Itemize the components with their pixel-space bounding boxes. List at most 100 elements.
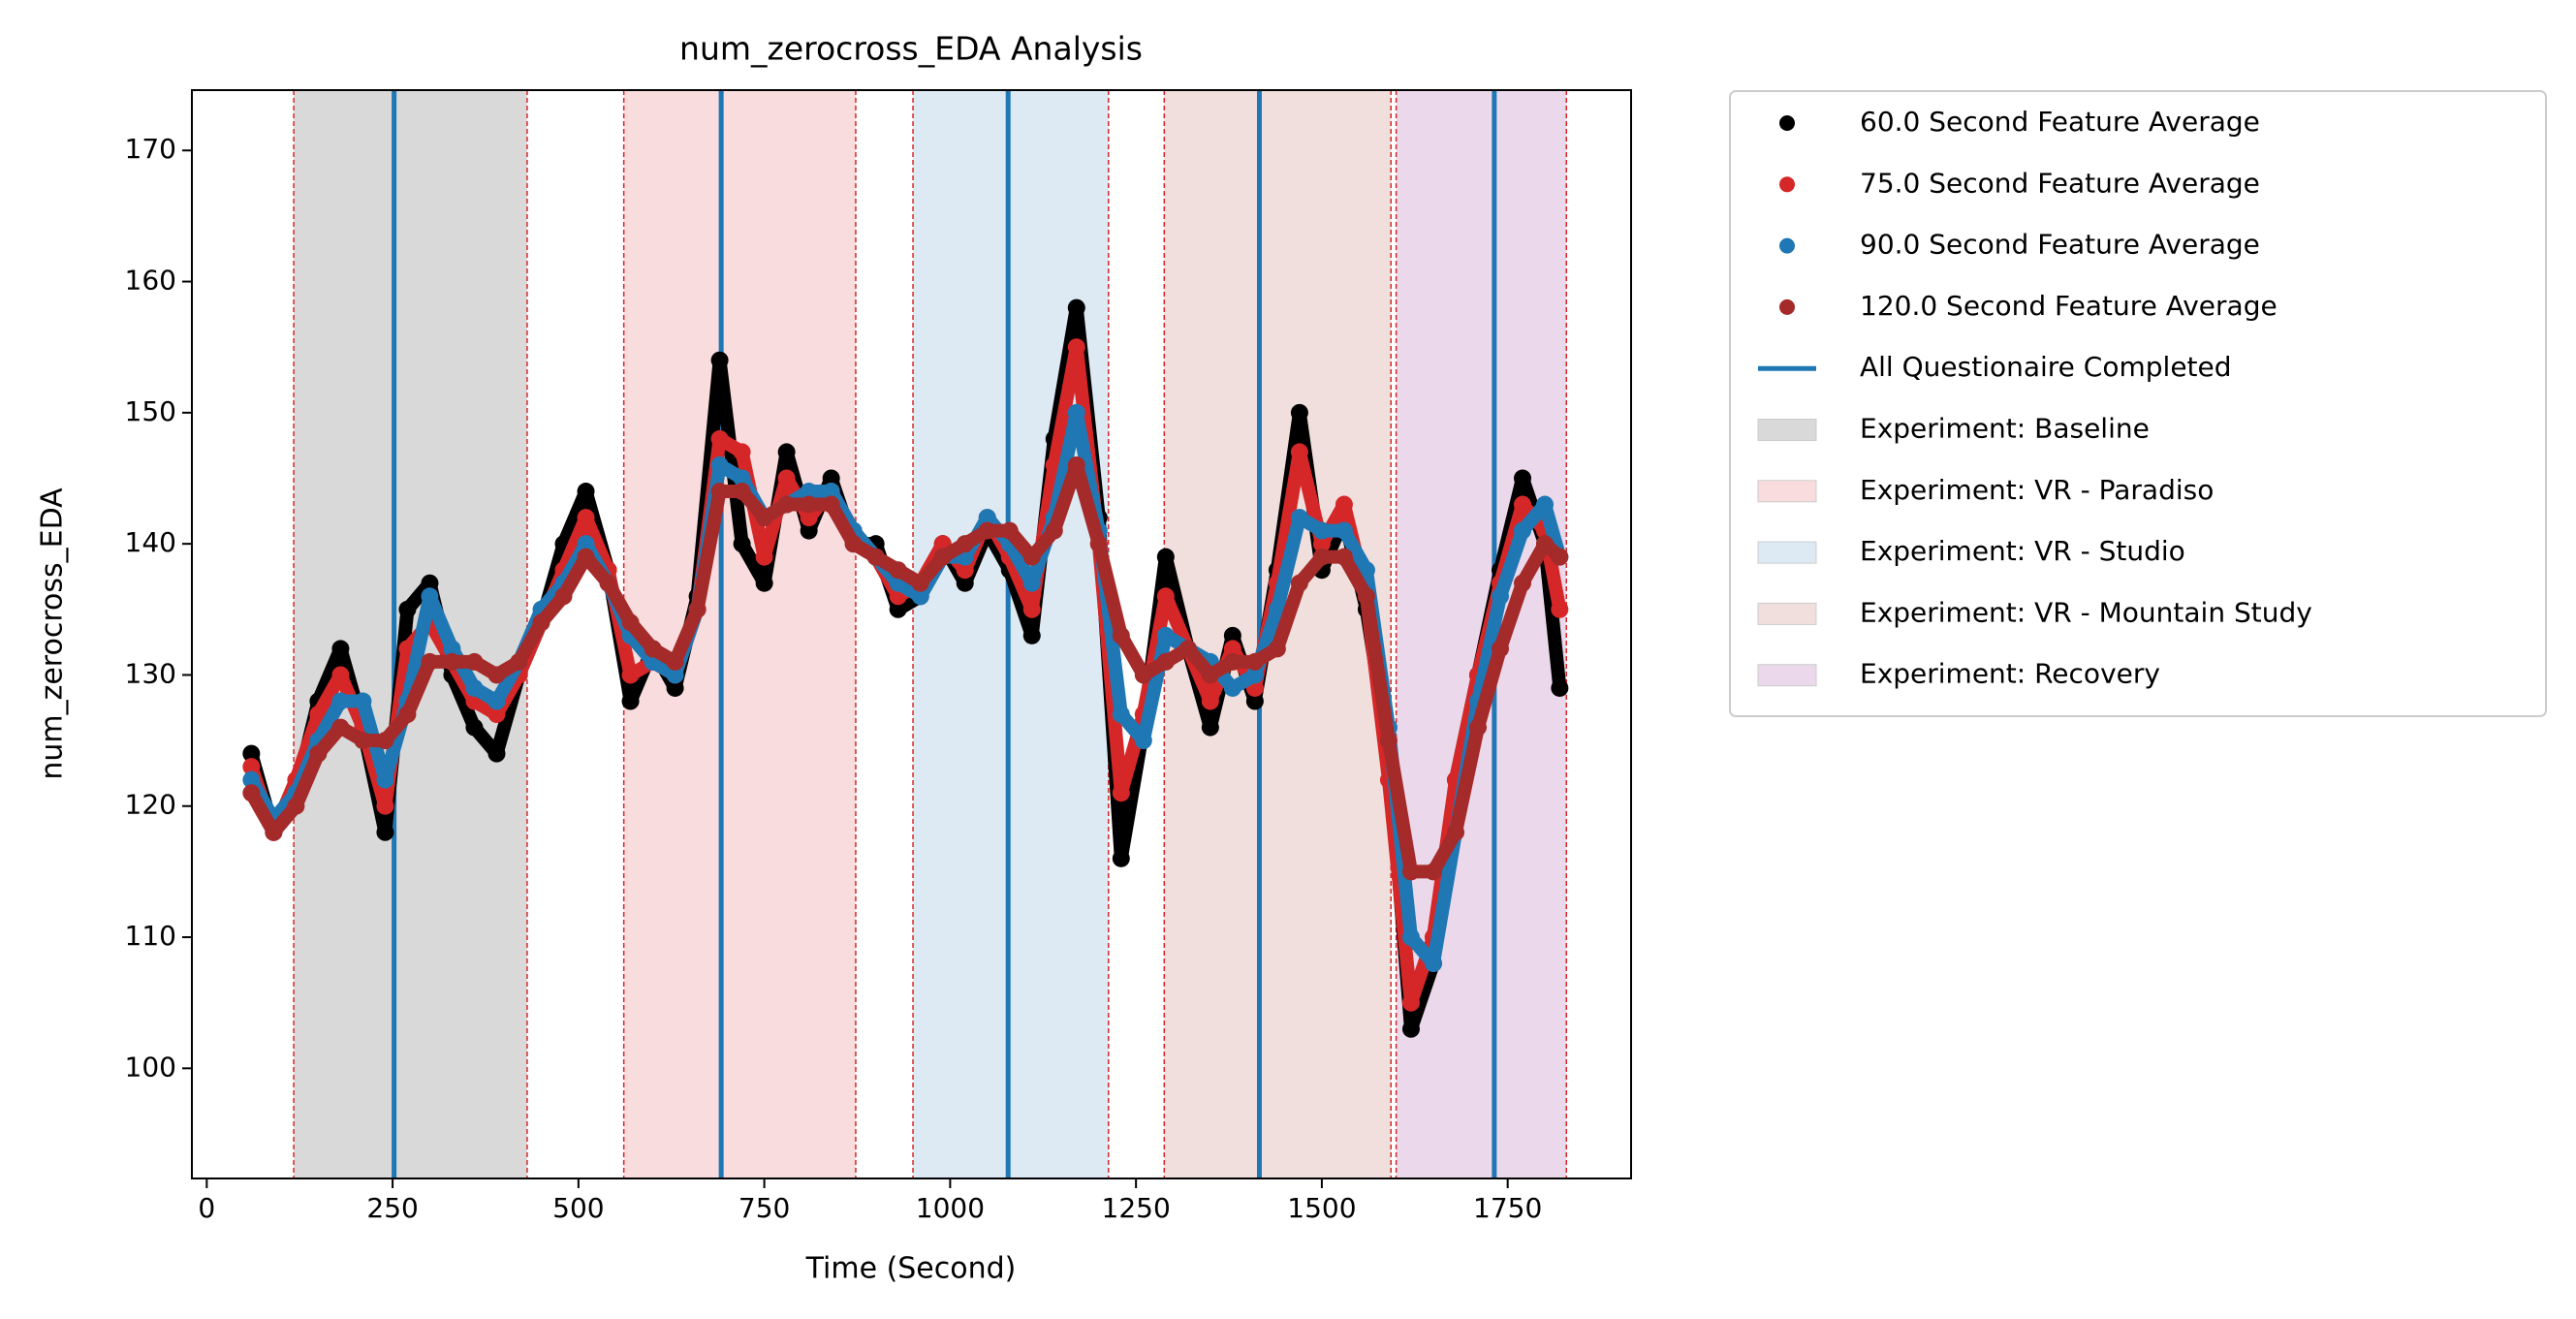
data-point	[777, 495, 796, 514]
data-point	[1401, 1020, 1420, 1038]
x-tick-label: 1250	[1102, 1192, 1171, 1224]
data-point	[1268, 640, 1286, 658]
data-point	[1089, 535, 1108, 553]
data-point	[421, 587, 439, 606]
data-point	[1312, 548, 1331, 566]
data-point	[354, 732, 372, 750]
data-point	[1201, 666, 1219, 684]
data-point	[800, 483, 818, 501]
data-point	[1022, 574, 1041, 592]
data-point	[822, 483, 840, 501]
data-point	[1492, 640, 1509, 658]
data-point	[1156, 587, 1175, 606]
data-point	[1379, 732, 1398, 750]
data-point	[1514, 574, 1532, 592]
data-point	[331, 692, 350, 710]
data-point	[889, 561, 907, 580]
data-point	[487, 666, 506, 684]
data-point	[621, 692, 640, 710]
data-point	[354, 692, 372, 710]
data-point	[911, 574, 929, 592]
data-point	[1201, 692, 1219, 710]
data-point	[1245, 652, 1264, 671]
data-point	[532, 613, 550, 632]
x-tick-label: 250	[366, 1192, 418, 1224]
y-tick-label: 160	[125, 265, 176, 297]
data-point	[956, 561, 974, 580]
data-point	[800, 509, 818, 527]
data-point	[1223, 626, 1241, 644]
data-point	[710, 429, 729, 448]
legend-box	[1729, 90, 2547, 717]
data-point	[265, 823, 283, 841]
data-point	[1401, 863, 1420, 881]
data-point	[1134, 732, 1152, 750]
data-point	[644, 640, 662, 658]
data-point	[1536, 535, 1555, 553]
data-point	[1401, 993, 1420, 1012]
data-point	[1112, 849, 1130, 867]
data-point	[1112, 626, 1130, 644]
data-point	[733, 443, 751, 461]
data-point	[1290, 574, 1308, 592]
data-point	[1067, 403, 1085, 422]
data-point	[421, 652, 439, 671]
data-point	[287, 797, 305, 815]
data-point	[1112, 706, 1130, 724]
legend-label: Experiment: VR - Mountain Study	[1860, 596, 2312, 628]
data-point	[599, 574, 617, 592]
data-point	[800, 521, 818, 540]
data-point	[1022, 626, 1041, 644]
data-point	[577, 535, 595, 553]
data-point	[1312, 535, 1331, 553]
legend-label: Experiment: Baseline	[1860, 413, 2150, 445]
data-point	[710, 351, 729, 369]
data-point	[1551, 548, 1569, 566]
data-point	[242, 744, 261, 763]
data-point	[1357, 561, 1375, 580]
data-point	[465, 652, 484, 671]
data-point	[1178, 640, 1197, 658]
data-point	[978, 521, 996, 540]
data-point	[733, 535, 751, 553]
data-point	[1290, 403, 1308, 422]
y-axis-label: num_zerocross_EDA	[36, 487, 70, 780]
data-point	[911, 587, 929, 606]
data-point	[1022, 548, 1041, 566]
data-point	[309, 706, 328, 724]
data-point	[443, 652, 461, 671]
data-point	[577, 509, 595, 527]
data-point	[800, 495, 818, 514]
data-point	[331, 718, 350, 737]
data-point	[956, 574, 974, 592]
data-point	[1551, 678, 1569, 697]
data-point	[1112, 784, 1130, 802]
data-point	[554, 587, 573, 606]
experiment-span	[623, 90, 856, 1178]
data-point	[1290, 443, 1308, 461]
y-tick-label: 100	[125, 1051, 176, 1083]
x-tick-label: 1750	[1473, 1192, 1542, 1224]
data-point	[1223, 652, 1241, 671]
data-point	[376, 823, 394, 841]
y-tick-label: 170	[125, 133, 176, 165]
data-point	[1268, 600, 1286, 618]
data-point	[755, 548, 773, 566]
data-point	[755, 509, 773, 527]
data-point	[621, 613, 640, 632]
data-point	[733, 483, 751, 501]
data-point	[1156, 548, 1175, 566]
data-point	[1223, 678, 1241, 697]
data-point	[666, 666, 684, 684]
data-point	[1290, 509, 1308, 527]
x-tick-label: 500	[552, 1192, 604, 1224]
experiment-span	[913, 90, 1109, 1178]
data-point	[1514, 469, 1532, 487]
chart-title: num_zerocross_EDA Analysis	[679, 30, 1143, 68]
data-point	[421, 574, 439, 592]
data-point	[1424, 863, 1442, 881]
data-point	[1312, 521, 1331, 540]
data-point	[376, 797, 394, 815]
data-point	[1551, 600, 1569, 618]
data-point	[331, 640, 350, 658]
